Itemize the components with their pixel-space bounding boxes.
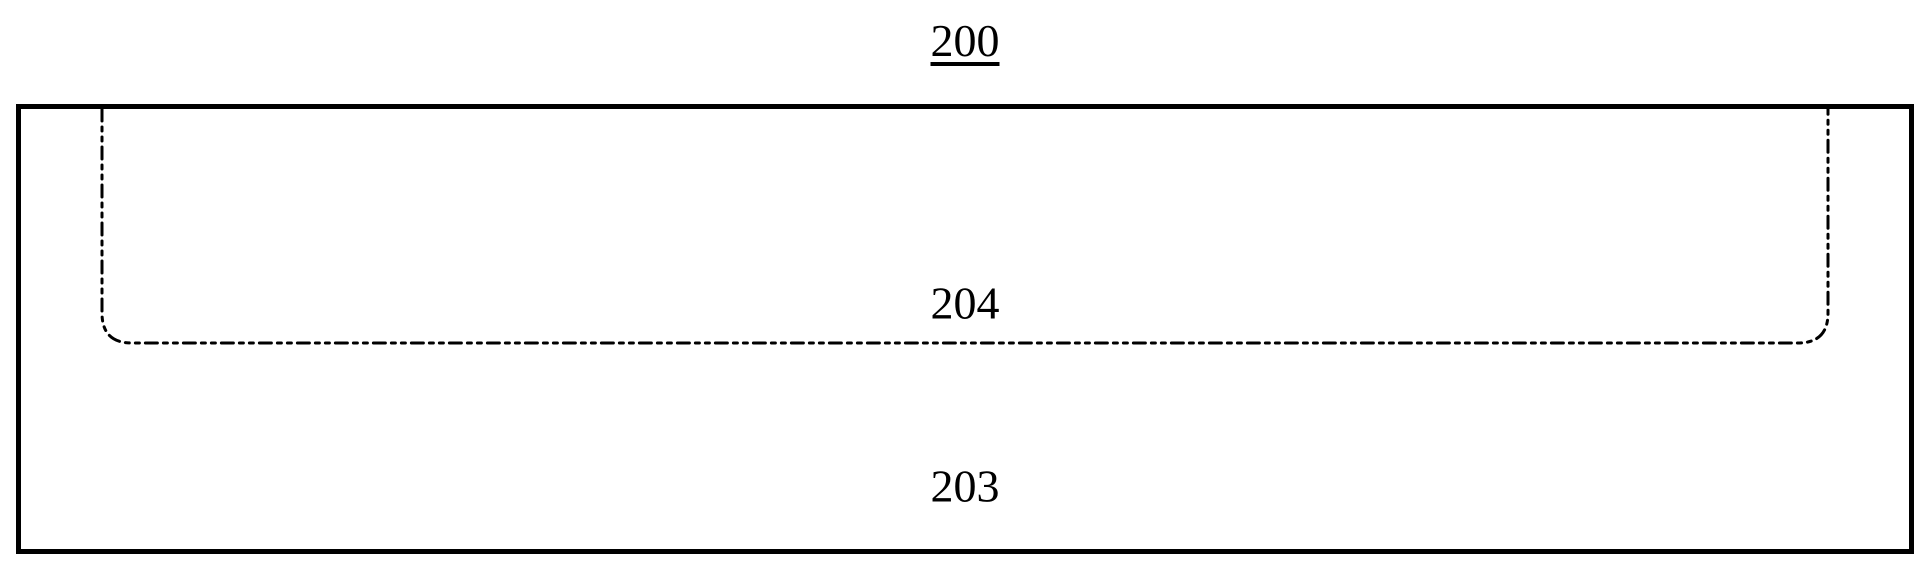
figure-title: 200 <box>931 14 1000 67</box>
label-203: 203 <box>931 460 1000 513</box>
label-204: 204 <box>931 277 1000 330</box>
diagram-stage: 200 204 203 <box>0 0 1930 568</box>
